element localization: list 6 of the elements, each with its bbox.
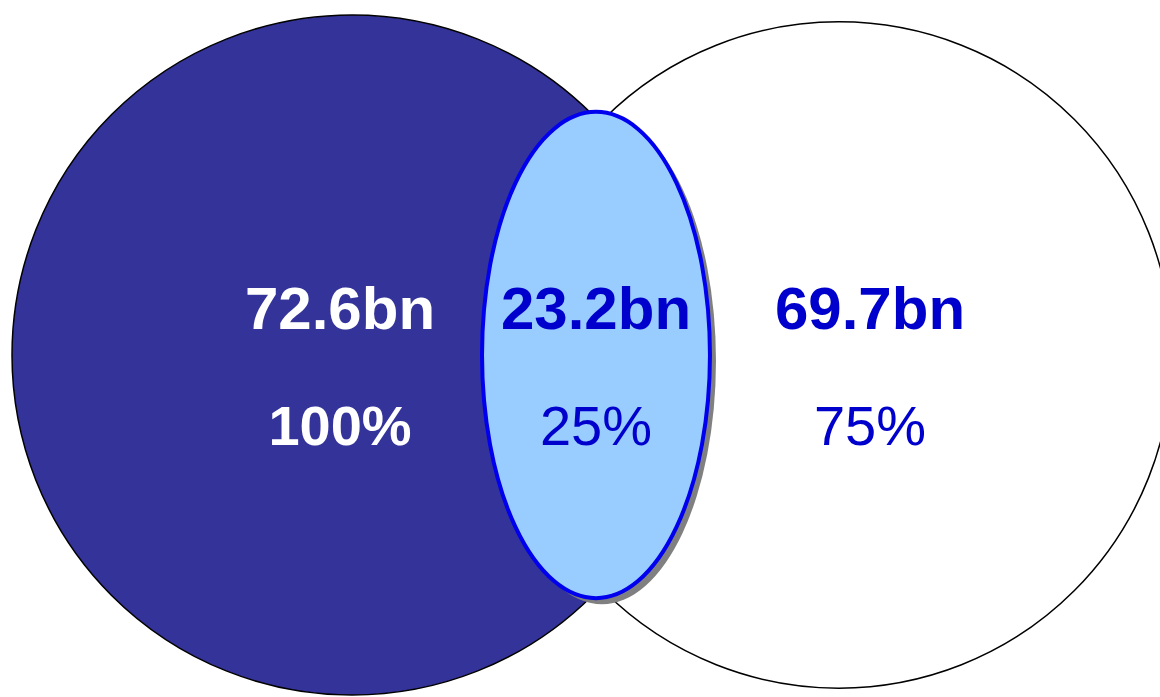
text: 25% <box>539 393 653 457</box>
data-label: 23.2bn <box>500 274 692 342</box>
data-label: 69.7bn <box>774 274 966 342</box>
text: 100% <box>268 393 412 457</box>
text: 75% <box>813 393 927 457</box>
data-label: 72.6bn <box>244 274 436 342</box>
